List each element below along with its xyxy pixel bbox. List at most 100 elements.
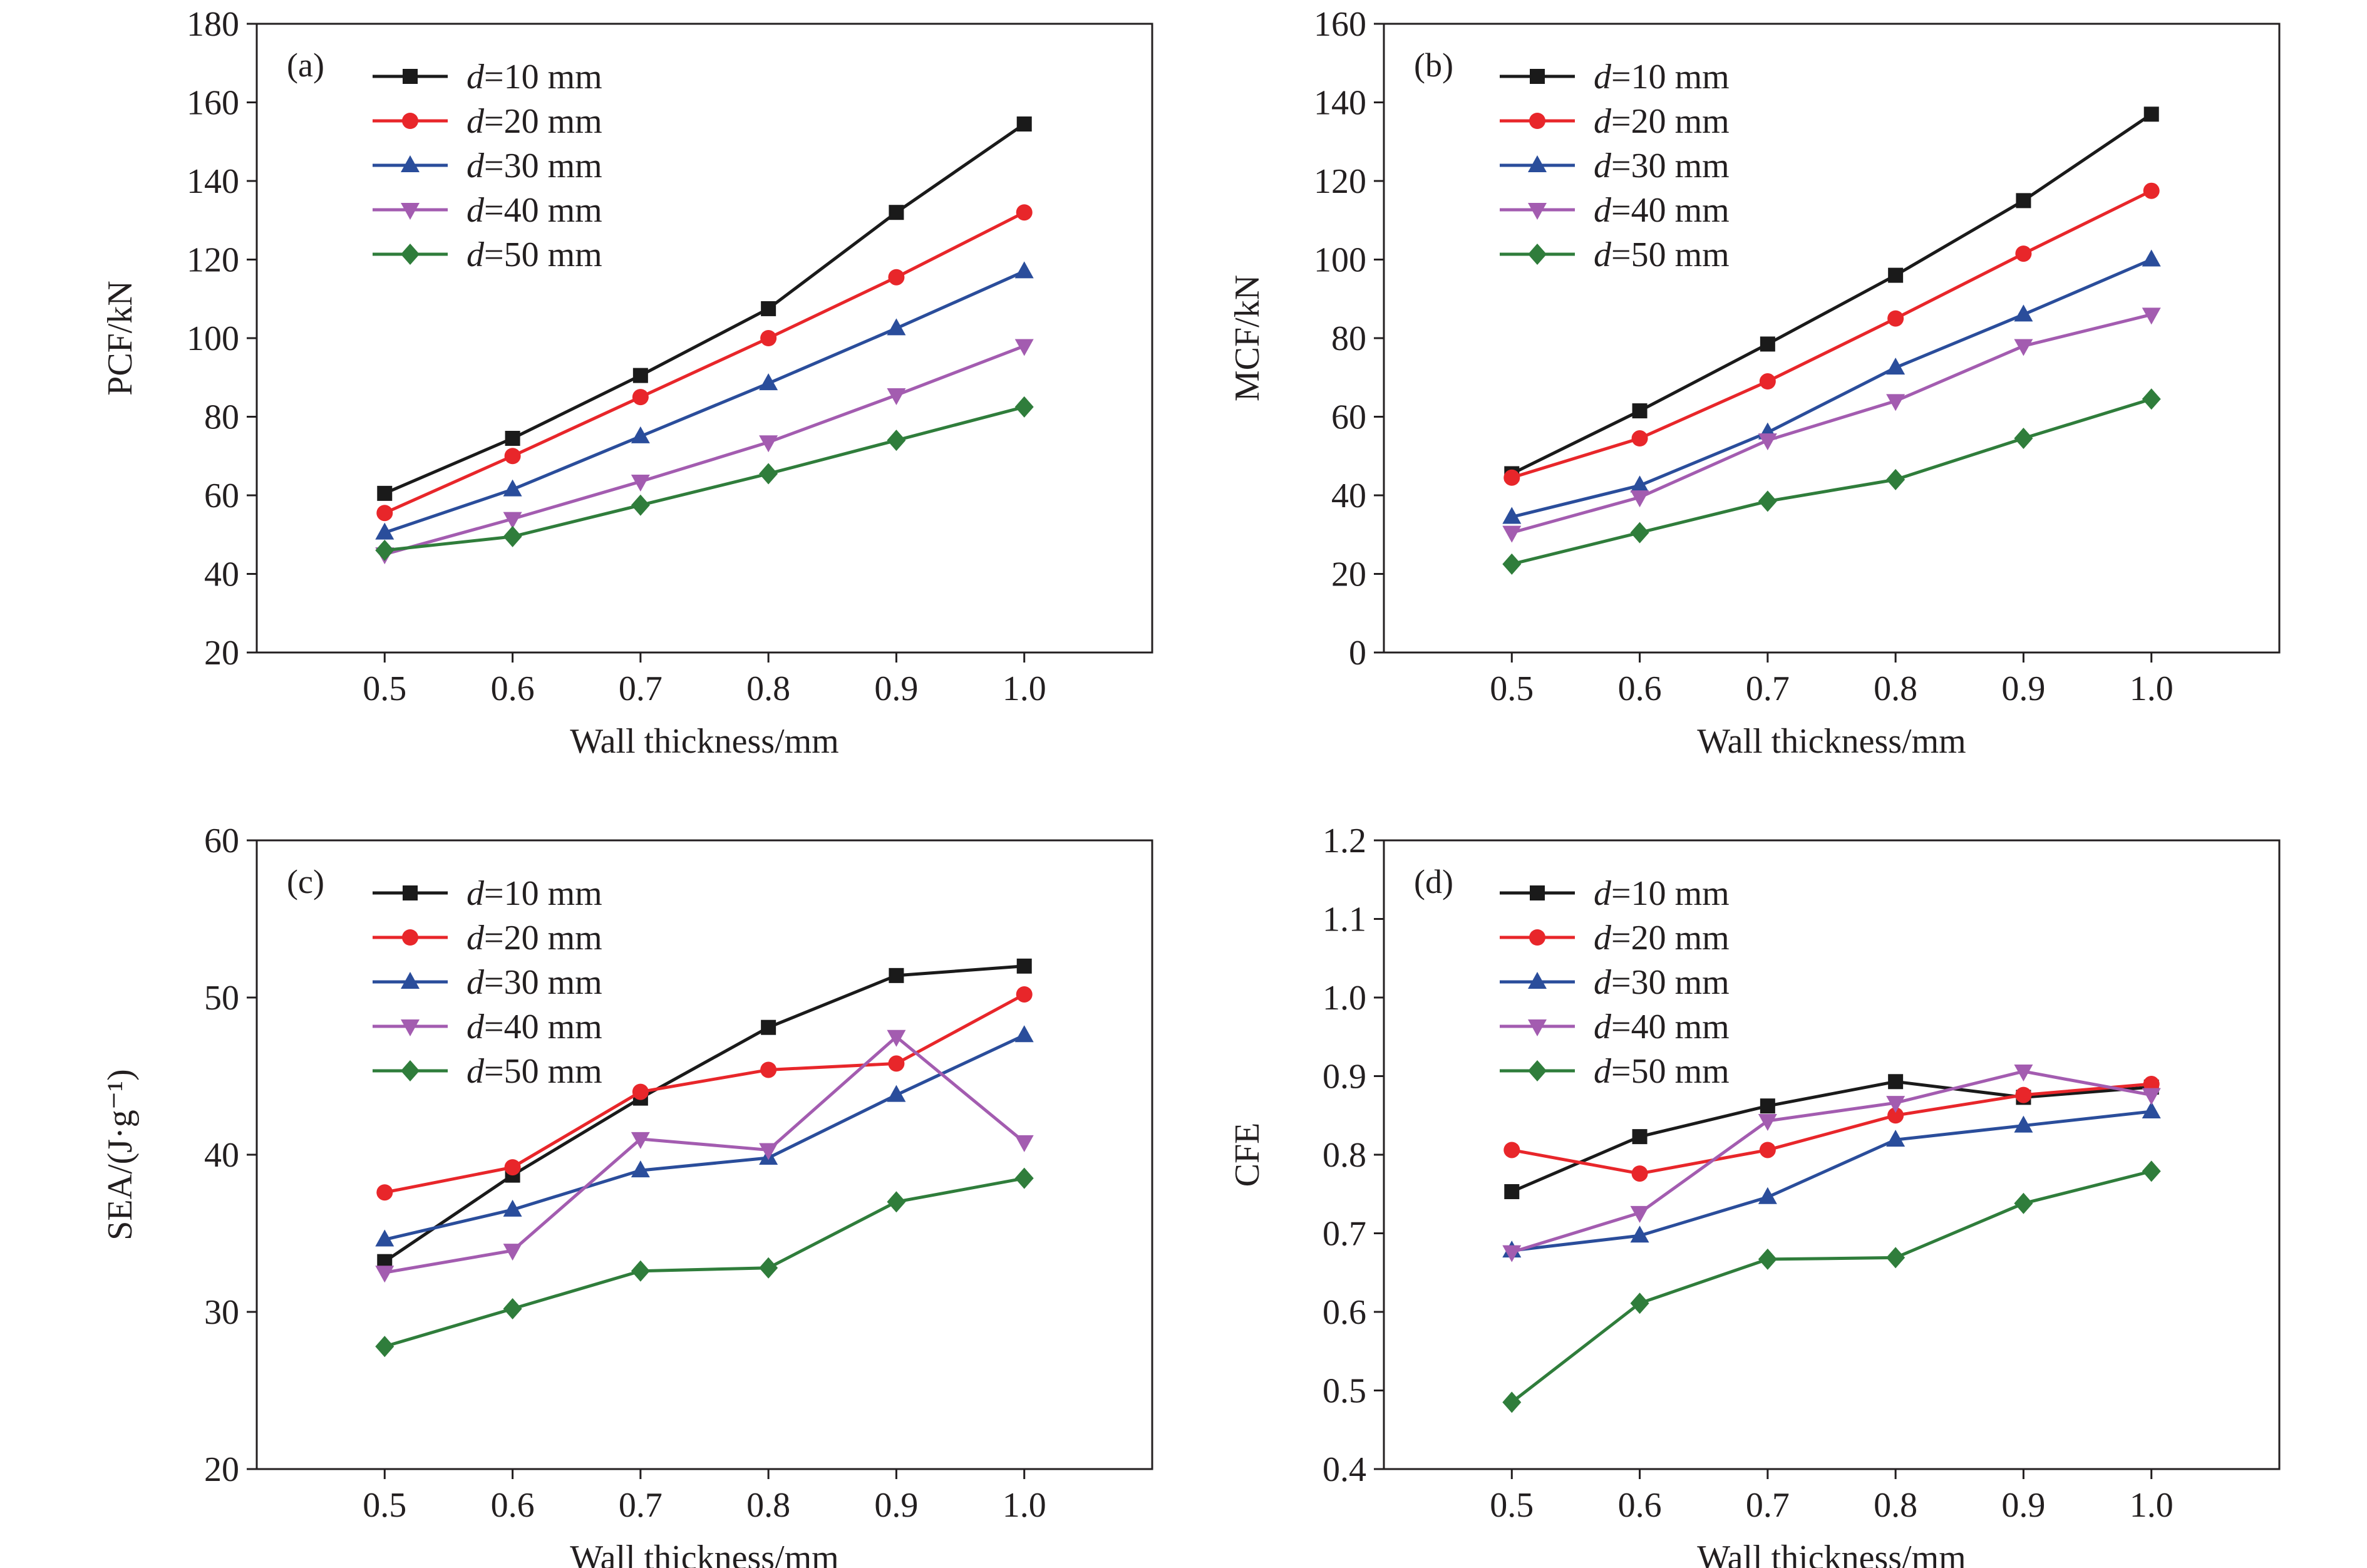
y-tick-label: 100	[1314, 241, 1366, 280]
data-point	[1758, 1248, 1777, 1270]
series-5	[375, 1167, 1034, 1358]
data-point	[1630, 1225, 1649, 1243]
legend-label: d=20 mm	[467, 102, 602, 141]
series-line	[384, 344, 1025, 556]
series-2	[376, 986, 1033, 1201]
data-point	[375, 539, 394, 561]
data-point	[632, 389, 649, 406]
series-line	[384, 405, 1025, 552]
legend-marker	[401, 155, 420, 172]
y-tick-label: 60	[204, 477, 239, 515]
y-tick-label: 100	[187, 319, 239, 358]
series-line	[1511, 397, 2152, 566]
data-point	[759, 1257, 778, 1279]
legend-marker	[401, 1019, 420, 1036]
data-point	[2014, 1115, 2033, 1133]
data-point	[375, 522, 394, 540]
panel-label: (d)	[1414, 863, 1453, 900]
legend-value: =10 mm	[484, 874, 602, 913]
data-point	[1758, 433, 1777, 451]
legend-label: d=40 mm	[467, 1008, 602, 1046]
legend-label: d=30 mm	[1594, 147, 1730, 185]
y-tick-label: 0.8	[1323, 1136, 1366, 1175]
data-point	[504, 1159, 521, 1176]
data-point	[631, 1132, 650, 1149]
data-point	[1888, 267, 1904, 283]
x-tick-label: 0.6	[491, 1486, 535, 1525]
legend-value: =50 mm	[1611, 1052, 1730, 1091]
legend-value: =40 mm	[1611, 1008, 1730, 1046]
data-point	[504, 448, 521, 465]
data-point	[1016, 204, 1033, 221]
legend-label: d=50 mm	[1594, 1052, 1730, 1091]
legend-variable: d	[467, 235, 485, 274]
legend-variable: d	[467, 963, 485, 1002]
data-point	[631, 494, 650, 516]
x-tick-label: 1.0	[2130, 669, 2174, 708]
data-point	[2142, 388, 2161, 410]
series-line	[1511, 1110, 2152, 1252]
series-4	[375, 1029, 1034, 1283]
data-point	[889, 205, 904, 220]
legend-marker	[401, 1060, 420, 1081]
y-tick-label: 30	[204, 1293, 239, 1332]
data-point	[887, 1191, 906, 1213]
data-point	[1887, 310, 1904, 327]
series-line	[1510, 1169, 2152, 1404]
series-2	[1503, 1076, 2160, 1182]
y-axis-label: SEA/(J·g⁻¹)	[101, 1069, 140, 1240]
data-point	[1014, 396, 1034, 418]
series-5	[1502, 1160, 2161, 1413]
data-point	[1630, 1205, 1649, 1223]
y-tick-label: 40	[204, 555, 239, 594]
x-tick-label: 0.5	[1490, 669, 1534, 708]
data-point	[1630, 475, 1649, 493]
y-axis-label: MCF/kN	[1228, 275, 1267, 401]
data-point	[1886, 1096, 1905, 1113]
series-1	[377, 116, 1032, 501]
legend-marker	[402, 929, 418, 946]
legend-label: d=30 mm	[1594, 963, 1730, 1002]
data-point	[2142, 1160, 2161, 1182]
data-point	[1759, 373, 1776, 390]
data-point	[2014, 428, 2033, 450]
data-point	[631, 1260, 650, 1282]
series-line	[1511, 1080, 2152, 1194]
data-point	[375, 1266, 394, 1283]
x-tick-label: 0.7	[1746, 669, 1790, 708]
y-tick-label: 120	[1314, 162, 1366, 201]
legend-label: d=20 mm	[1594, 919, 1730, 957]
data-point	[1014, 1135, 1034, 1152]
data-point	[376, 505, 393, 522]
legend-variable: d	[467, 58, 485, 96]
data-point	[632, 1083, 649, 1100]
y-tick-label: 50	[204, 979, 239, 1018]
data-point	[632, 368, 648, 383]
legend-label: d=40 mm	[1594, 1008, 1730, 1046]
data-point	[887, 388, 906, 405]
y-tick-label: 160	[1314, 5, 1366, 44]
series-line	[1511, 258, 2152, 518]
data-point	[503, 512, 522, 529]
legend-value: =20 mm	[484, 919, 602, 957]
series-4	[375, 339, 1034, 565]
legend-marker	[401, 203, 420, 220]
y-tick-label: 0.4	[1323, 1450, 1366, 1489]
x-tick-label: 0.8	[1874, 1486, 1917, 1525]
legend-value: =10 mm	[1611, 58, 1730, 96]
data-point	[889, 967, 904, 983]
legend-value: =50 mm	[484, 235, 602, 274]
legend-label: d=40 mm	[467, 191, 602, 230]
y-tick-label: 0.7	[1323, 1215, 1366, 1254]
data-point	[1016, 116, 1032, 132]
chart-panel-b: 0.5 0.6 0.7 0.8 0.9 1.0 0 20 40 60 80 100 120 140 160 W…	[1228, 5, 2281, 761]
legend-value: =30 mm	[484, 147, 602, 185]
series-line	[1511, 312, 2152, 535]
series-line	[1511, 189, 2152, 480]
data-point	[1502, 525, 1522, 543]
data-point	[377, 485, 393, 501]
legend-marker	[403, 69, 418, 84]
data-point	[1886, 1130, 1905, 1147]
y-tick-label: 0	[1349, 634, 1366, 673]
legend-label: d=30 mm	[467, 147, 602, 185]
